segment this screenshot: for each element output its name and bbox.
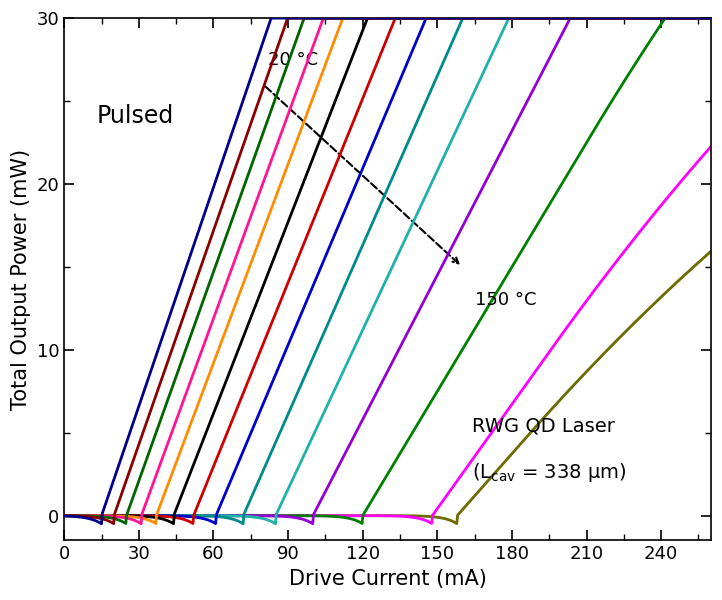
X-axis label: Drive Current (mA): Drive Current (mA) xyxy=(289,569,487,589)
Text: (L$_\mathregular{cav}$ = 338 μm): (L$_\mathregular{cav}$ = 338 μm) xyxy=(471,461,626,484)
Text: 150 °C: 150 °C xyxy=(474,291,536,309)
Y-axis label: Total Output Power (mW): Total Output Power (mW) xyxy=(11,149,31,410)
Text: RWG QD Laser: RWG QD Laser xyxy=(471,416,614,435)
Text: 20 °C: 20 °C xyxy=(268,50,318,68)
Text: Pulsed: Pulsed xyxy=(97,104,174,128)
